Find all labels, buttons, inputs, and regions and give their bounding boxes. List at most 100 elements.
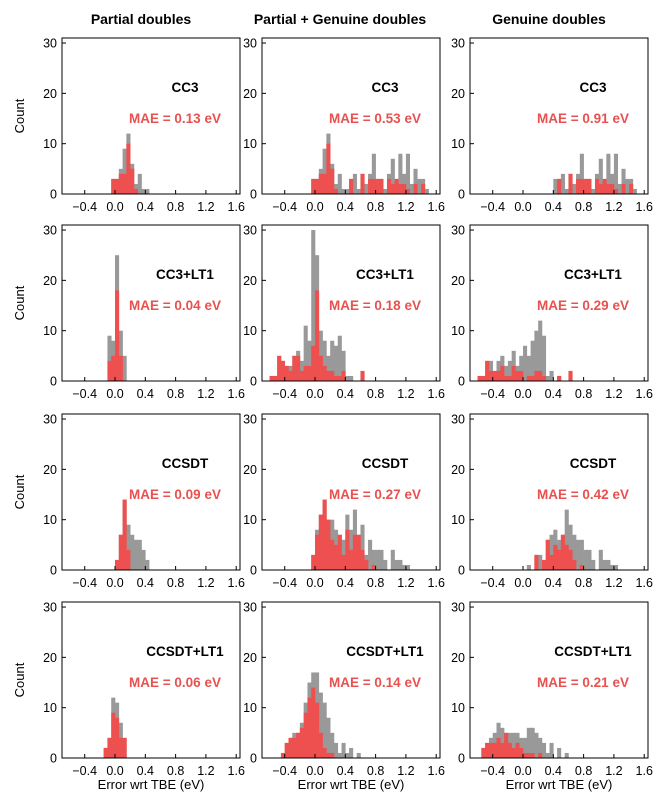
doubles-bar <box>118 355 123 381</box>
x-tick-label: 0.4 <box>137 764 154 778</box>
doubles-bar <box>360 370 365 381</box>
total-bar <box>591 559 596 570</box>
y-tick-label: 0 <box>250 188 257 202</box>
col-title-partial: Partial doubles <box>91 11 192 27</box>
total-bar <box>337 335 342 381</box>
total-bar <box>519 355 524 381</box>
total-bar <box>598 549 603 570</box>
total-bar <box>341 350 346 381</box>
doubles-bar <box>496 370 501 381</box>
histogram-panel: 0 10 20 30 −0.4 0.0 0.4 0.8 1.2 1.6 CC3 MAE = 0.53 … <box>243 37 445 214</box>
doubles-bar <box>534 554 539 570</box>
doubles-bar <box>311 345 316 381</box>
total-bar <box>307 340 312 381</box>
doubles-bar <box>315 702 320 758</box>
total-bar <box>303 325 308 381</box>
total-bar <box>572 534 577 570</box>
col-title-genuine: Genuine doubles <box>492 11 606 27</box>
x-tick-label: 1.2 <box>605 576 622 590</box>
total-bar <box>413 168 418 194</box>
mae-label: MAE = 0.53 eV <box>329 111 421 126</box>
total-bar <box>564 509 569 570</box>
total-bar <box>356 752 361 758</box>
doubles-bar <box>519 747 524 758</box>
method-label: CC3 <box>171 80 198 95</box>
x-tick-label: 1.2 <box>197 387 214 401</box>
doubles-bar <box>394 178 399 194</box>
doubles-bar <box>326 143 331 194</box>
total-bar <box>424 188 429 194</box>
doubles-bar <box>330 752 335 758</box>
doubles-bar <box>398 183 403 194</box>
x-tick-label: 0.8 <box>167 387 184 401</box>
total-bar <box>345 188 350 194</box>
total-bar <box>141 549 146 570</box>
mae-label: MAE = 0.91 eV <box>537 111 629 126</box>
total-bar <box>598 158 603 194</box>
total-bar <box>583 549 588 570</box>
doubles-bar <box>269 375 274 381</box>
total-bar <box>137 539 142 570</box>
total-bar <box>409 183 414 194</box>
doubles-bar <box>371 178 376 194</box>
doubles-bar <box>292 355 297 381</box>
y-tick-label: 0 <box>458 375 465 389</box>
x-axis-label: Error wrt TBE (eV) <box>506 777 613 792</box>
total-bar <box>538 320 543 381</box>
x-tick-label: 1.6 <box>228 576 245 590</box>
doubles-bar <box>118 534 123 570</box>
doubles-bar <box>284 742 289 758</box>
x-tick-label: 0.0 <box>106 200 123 214</box>
total-bar <box>402 564 407 570</box>
doubles-bar <box>481 747 486 758</box>
total-bar <box>122 355 127 381</box>
doubles-bar <box>541 559 547 570</box>
plot-frame <box>469 601 649 759</box>
y-axis-label: Count <box>12 285 27 320</box>
total-bar <box>579 539 584 570</box>
x-tick-label: 0.4 <box>545 764 562 778</box>
total-bar <box>360 524 365 570</box>
doubles-bar <box>568 549 573 570</box>
doubles-bar <box>284 365 289 381</box>
x-tick-label: 0.0 <box>514 387 531 401</box>
doubles-bar <box>115 559 120 570</box>
doubles-bar <box>126 549 131 570</box>
y-tick-label: 30 <box>243 224 257 238</box>
total-bar <box>560 173 565 194</box>
x-tick-label: 1.6 <box>428 200 445 214</box>
doubles-bar <box>311 554 316 570</box>
doubles-bar <box>568 173 573 194</box>
doubles-bar <box>572 559 577 570</box>
doubles-bar <box>315 290 320 381</box>
doubles-bar <box>557 178 562 194</box>
doubles-bar <box>107 360 112 381</box>
y-tick-label: 20 <box>43 651 57 665</box>
doubles-bar <box>103 747 108 758</box>
doubles-bar <box>511 365 516 381</box>
total-bar <box>145 188 150 194</box>
total-bar <box>538 554 543 570</box>
x-tick-label: 0.0 <box>514 764 531 778</box>
x-tick-label: −0.4 <box>272 764 297 778</box>
total-bar <box>572 183 577 194</box>
mae-label: MAE = 0.13 eV <box>129 111 221 126</box>
total-bar <box>322 148 327 194</box>
total-bar <box>379 549 384 570</box>
x-tick-label: −0.4 <box>72 387 97 401</box>
x-tick-label: 1.2 <box>397 576 414 590</box>
histogram-panel: 0 10 20 30 −0.4 0.0 0.4 0.8 1.2 1.6 CC3+LT1 MAE = 0… <box>243 224 445 401</box>
doubles-bar <box>330 370 335 381</box>
doubles-bar <box>530 752 535 758</box>
histogram-panel: 0 10 20 30 −0.4 0.0 0.4 0.8 1.2 1.6 CCSDT MAE = 0.0… <box>12 413 245 590</box>
y-axis-label: Count <box>12 662 27 697</box>
total-bar <box>398 153 403 194</box>
doubles-bar <box>130 168 135 194</box>
doubles-bar <box>610 183 615 194</box>
plot-frame <box>61 601 241 759</box>
total-bar <box>613 564 618 570</box>
x-tick-label: 0.0 <box>106 387 123 401</box>
total-bar <box>488 360 494 381</box>
total-bar <box>299 360 304 381</box>
y-tick-label: 10 <box>243 513 257 527</box>
